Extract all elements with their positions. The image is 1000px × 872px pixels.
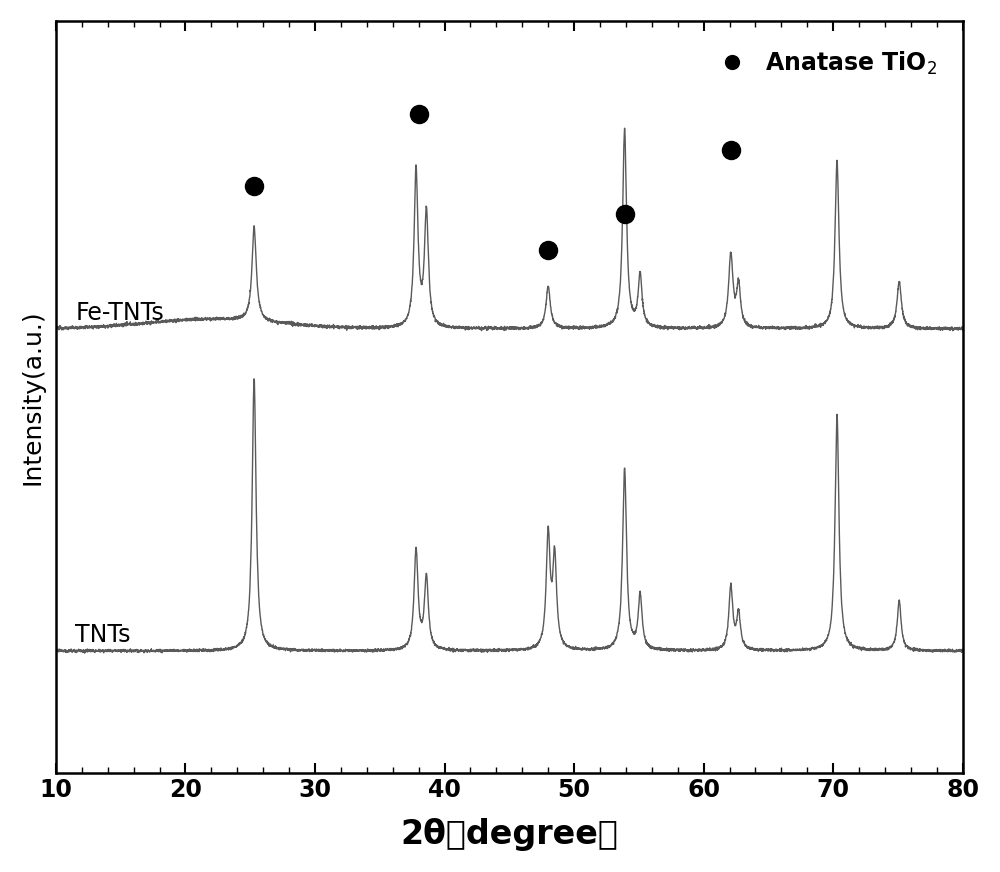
X-axis label: 2θ（degree）: 2θ（degree）	[400, 818, 618, 851]
Legend: Anatase TiO$_2$: Anatase TiO$_2$	[699, 40, 946, 86]
Y-axis label: Intensity(a.u.): Intensity(a.u.)	[21, 309, 45, 485]
Text: Fe-TNTs: Fe-TNTs	[75, 301, 164, 325]
Text: TNTs: TNTs	[75, 623, 131, 647]
